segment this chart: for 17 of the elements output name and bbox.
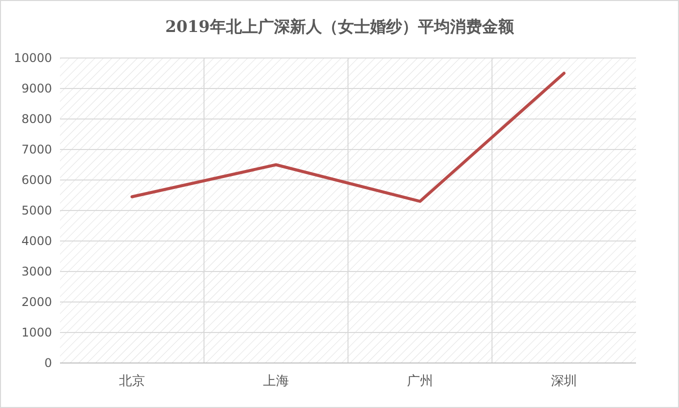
x-tick-label: 广州 bbox=[407, 374, 433, 389]
y-tick-label: 3000 bbox=[21, 264, 52, 278]
y-tick-label: 7000 bbox=[21, 142, 52, 156]
y-tick-label: 9000 bbox=[21, 82, 52, 96]
y-tick-label: 6000 bbox=[21, 173, 52, 187]
y-tick-label: 2000 bbox=[21, 295, 52, 309]
x-tick-label: 深圳 bbox=[551, 374, 577, 389]
x-tick-label: 上海 bbox=[263, 374, 289, 389]
y-tick-label: 8000 bbox=[21, 112, 52, 126]
y-tick-label: 10000 bbox=[14, 51, 52, 65]
y-tick-label: 5000 bbox=[21, 204, 52, 218]
chart-title: 2019年北上广深新人（女士婚纱）平均消费金额 bbox=[165, 17, 515, 36]
line-series bbox=[130, 72, 566, 203]
y-tick-label: 0 bbox=[44, 356, 52, 370]
y-tick-label: 4000 bbox=[21, 234, 52, 248]
y-tick-label: 1000 bbox=[21, 326, 52, 340]
x-tick-label: 北京 bbox=[119, 374, 145, 389]
